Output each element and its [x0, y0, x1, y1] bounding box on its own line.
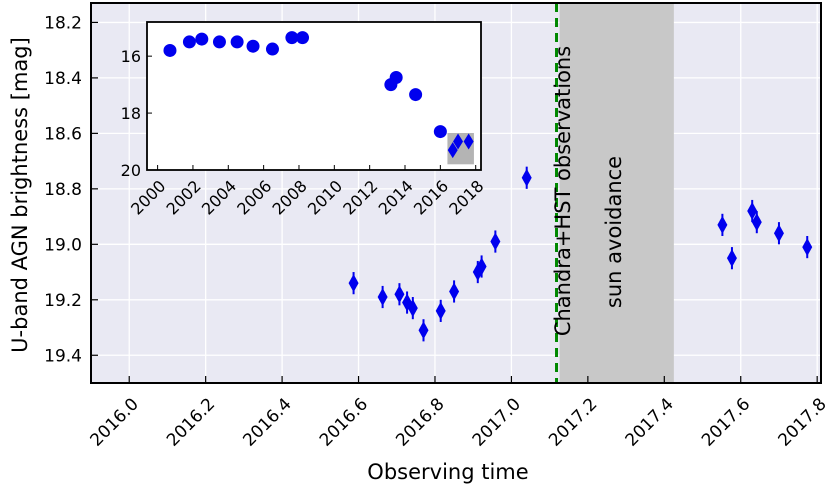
data-point	[490, 232, 501, 251]
inset-data-point	[433, 125, 447, 139]
inset-data-point	[212, 35, 226, 49]
data-point	[476, 257, 487, 276]
x-tick-label: 2016.8	[392, 394, 448, 450]
data-point	[802, 238, 813, 257]
data-point	[521, 168, 532, 187]
inset-data-point	[453, 133, 464, 150]
inset-background	[147, 22, 481, 170]
data-point	[407, 299, 418, 318]
inset-data-point	[246, 39, 260, 53]
x-tick-label: 2016.2	[163, 394, 219, 450]
x-tick-label: 2016.0	[87, 394, 143, 450]
x-tick-label: 2017.2	[545, 394, 601, 450]
y-tick-label: 18.6	[44, 124, 82, 144]
vline-label: Chandra+HST observations	[551, 46, 575, 336]
main-data-points	[348, 166, 813, 342]
inset-y-tick-label: 16	[121, 47, 141, 66]
sun-avoidance-label: sun avoidance	[602, 156, 626, 308]
inset-data-point	[447, 142, 458, 159]
data-point	[435, 301, 446, 320]
data-point	[449, 282, 460, 301]
data-point	[747, 202, 758, 221]
inset-data-point	[285, 31, 299, 45]
x-tick-label: 2017.4	[622, 394, 678, 450]
y-tick-label: 18.2	[44, 13, 82, 33]
data-point	[377, 288, 388, 307]
inset-data-points	[163, 31, 474, 159]
inset-data-point	[409, 88, 423, 102]
y-tick-label: 18.4	[44, 69, 82, 89]
inset-data-point	[389, 71, 403, 84]
inset-frame	[146, 21, 482, 171]
data-point	[773, 224, 784, 243]
inset-data-point	[463, 133, 474, 150]
inset-y-tick-label: 20	[121, 161, 141, 180]
y-tick-label: 19.4	[44, 346, 82, 366]
sun-avoidance-band	[559, 3, 674, 383]
data-point	[717, 215, 728, 234]
inset-y-tick-label: 18	[121, 104, 141, 123]
y-tick-label: 19.0	[44, 235, 82, 255]
y-axis-label: U-band AGN brightness [mag]	[8, 37, 32, 353]
x-tick-label: 2017.0	[469, 394, 525, 450]
x-tick-label: 2017.8	[775, 394, 830, 450]
data-point	[418, 321, 429, 340]
x-axis-label: Observing time	[367, 460, 528, 484]
inset-chart: 2000200220042006200820102012201420162018…	[121, 21, 488, 219]
x-tick-label: 2017.6	[698, 394, 754, 450]
inset-data-point	[195, 32, 209, 46]
data-point	[348, 274, 359, 293]
inset-data-point	[163, 43, 177, 57]
inset-data-point	[296, 31, 310, 45]
inset-data-point	[265, 42, 279, 56]
main-plot-frame	[90, 2, 822, 384]
y-tick-label: 18.8	[44, 180, 82, 200]
y-tick-label: 19.2	[44, 291, 82, 311]
data-point	[394, 285, 405, 304]
x-tick-label: 2016.6	[316, 394, 372, 450]
inset-data-point	[182, 35, 196, 49]
x-tick-label: 2016.4	[239, 394, 295, 450]
data-point	[726, 249, 737, 268]
inset-data-point	[230, 35, 244, 49]
data-point	[751, 213, 762, 232]
